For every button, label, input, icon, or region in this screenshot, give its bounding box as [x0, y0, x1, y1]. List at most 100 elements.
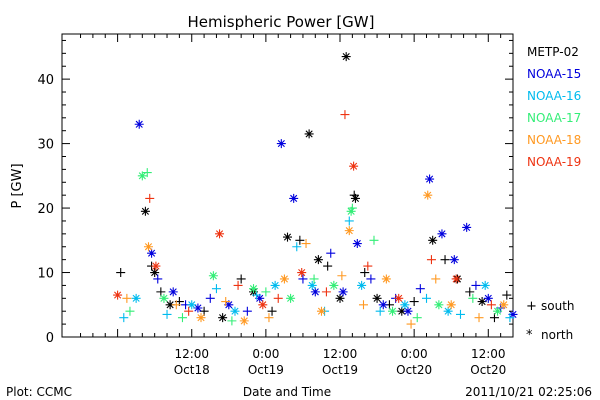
y-tick-label: 10 — [37, 267, 54, 282]
x-tick-date-label: Oct20 — [470, 363, 506, 377]
noaa-18-north-marker — [143, 242, 153, 252]
metp-02-south-marker — [267, 306, 277, 316]
noaa-16-south-marker — [344, 216, 354, 226]
noaa-17-south-marker — [347, 203, 357, 213]
noaa-18-north-marker — [381, 274, 391, 284]
noaa-16-south-marker — [252, 290, 262, 300]
metp-02-north-marker — [283, 232, 292, 242]
noaa-17-south-marker — [125, 306, 135, 316]
metp-02-north-marker — [165, 300, 175, 310]
metp-02-south-marker — [409, 297, 419, 307]
noaa-15-north-marker — [147, 248, 157, 258]
data-markers — [113, 52, 518, 329]
noaa-18-south-marker — [474, 313, 484, 323]
noaa-15-south-marker — [298, 274, 308, 284]
metp-02-south-marker — [199, 306, 209, 316]
metp-02-north-marker — [372, 293, 382, 303]
noaa-18-south-marker — [406, 319, 416, 329]
noaa-17-south-marker — [369, 235, 379, 245]
y-axis-label: P [GW] — [10, 163, 25, 208]
noaa-19-north-marker — [451, 274, 461, 284]
noaa-16-north-marker — [131, 293, 141, 303]
noaa-18-south-marker — [358, 300, 368, 310]
noaa-16-north-marker — [480, 280, 490, 290]
noaa-18-north-marker — [239, 316, 249, 326]
metp-02-north-marker — [313, 255, 323, 265]
noaa-19-north-marker — [215, 229, 225, 239]
metp-02-north-marker — [397, 306, 407, 316]
metp-02-south-marker — [323, 261, 333, 271]
x-tick-time-label: 0:00 — [252, 347, 279, 361]
noaa-18-north-marker — [499, 300, 509, 310]
metp-02-south-marker — [502, 290, 512, 300]
noaa-17-south-marker — [468, 293, 478, 303]
noaa-15-north-marker — [224, 300, 234, 310]
metp-02-south-marker — [349, 190, 359, 200]
metp-02-south-marker — [465, 287, 475, 297]
noaa-17-south-marker — [227, 316, 237, 326]
noaa-17-south-marker — [142, 168, 152, 178]
noaa-15-south-marker — [366, 274, 376, 284]
noaa-15-north-marker — [425, 174, 435, 184]
metp-02-north-marker — [341, 52, 351, 62]
metp-02-south-marker — [116, 268, 126, 278]
x-tick-date-label: Oct19 — [248, 363, 284, 377]
noaa-17-north-marker — [434, 300, 444, 310]
noaa-15-north-marker — [338, 287, 348, 297]
plot-credit: Plot: CCMC — [6, 385, 72, 399]
noaa-17-north-marker — [329, 280, 339, 290]
noaa-15-north-marker — [276, 139, 286, 149]
x-tick-date-label: Oct20 — [396, 363, 432, 377]
noaa-16-north-marker — [400, 300, 410, 310]
y-tick-label: 20 — [37, 202, 54, 217]
metp-02-north-marker — [218, 313, 228, 323]
noaa-19-south-marker — [321, 287, 331, 297]
noaa-17-north-marker — [493, 306, 503, 316]
noaa-15-north-marker — [289, 193, 299, 203]
noaa-15-north-marker — [437, 229, 447, 239]
y-tick-label: 0 — [46, 331, 54, 346]
noaa-16-south-marker — [119, 313, 129, 323]
noaa-15-north-marker — [449, 255, 459, 265]
noaa-19-north-marker — [113, 290, 123, 300]
noaa-18-south-marker — [264, 313, 274, 323]
noaa-19-south-marker — [426, 255, 436, 265]
noaa-16-north-marker — [187, 300, 197, 310]
noaa-18-north-marker — [344, 226, 354, 236]
noaa-15-north-marker — [483, 293, 493, 303]
x-tick-date-label: Oct18 — [174, 363, 210, 377]
x-axis-label: Date and Time — [243, 385, 331, 399]
noaa-19-south-marker — [363, 261, 373, 271]
y-tick-label: 40 — [37, 73, 54, 88]
noaa-18-south-marker — [122, 293, 132, 303]
legend-marker-north-symbol: * — [526, 328, 533, 343]
metp-02-south-marker — [440, 255, 450, 265]
noaa-18-north-marker — [316, 306, 326, 316]
legend-entry-noaa-16: NOAA-16 — [527, 89, 581, 103]
plot-area: 0 10 20 30 40 12:00 Oct18 0:00 Oct19 12:00 Oct19 0… — [37, 33, 518, 377]
legend-marker-south-symbol: + — [526, 299, 537, 314]
noaa-15-south-marker — [205, 293, 215, 303]
noaa-16-north-marker — [443, 306, 453, 316]
noaa-15-north-marker — [168, 287, 178, 297]
noaa-15-north-marker — [403, 306, 413, 316]
noaa-16-south-marker — [292, 242, 302, 252]
plot-timestamp: 2011/10/21 02:25:06 — [465, 385, 592, 399]
metp-02-south-marker — [236, 274, 246, 284]
noaa-16-north-marker — [270, 280, 280, 290]
noaa-17-south-marker — [261, 287, 271, 297]
noaa-17-south-marker — [177, 313, 187, 323]
x-tick-time-label: 12:00 — [174, 347, 209, 361]
noaa-15-south-marker — [153, 274, 163, 284]
noaa-17-north-marker — [346, 206, 356, 216]
metp-02-south-marker — [295, 235, 305, 245]
legend-entry-metp-02: METP-02 — [527, 45, 579, 59]
chart-title: Hemispheric Power [GW] — [188, 13, 375, 31]
noaa-16-north-marker — [307, 280, 317, 290]
legend-entry-noaa-17: NOAA-17 — [527, 111, 581, 125]
noaa-17-north-marker — [249, 284, 259, 294]
noaa-17-south-marker — [309, 274, 319, 284]
noaa-19-north-marker — [349, 161, 359, 171]
noaa-18-north-marker — [423, 190, 433, 200]
